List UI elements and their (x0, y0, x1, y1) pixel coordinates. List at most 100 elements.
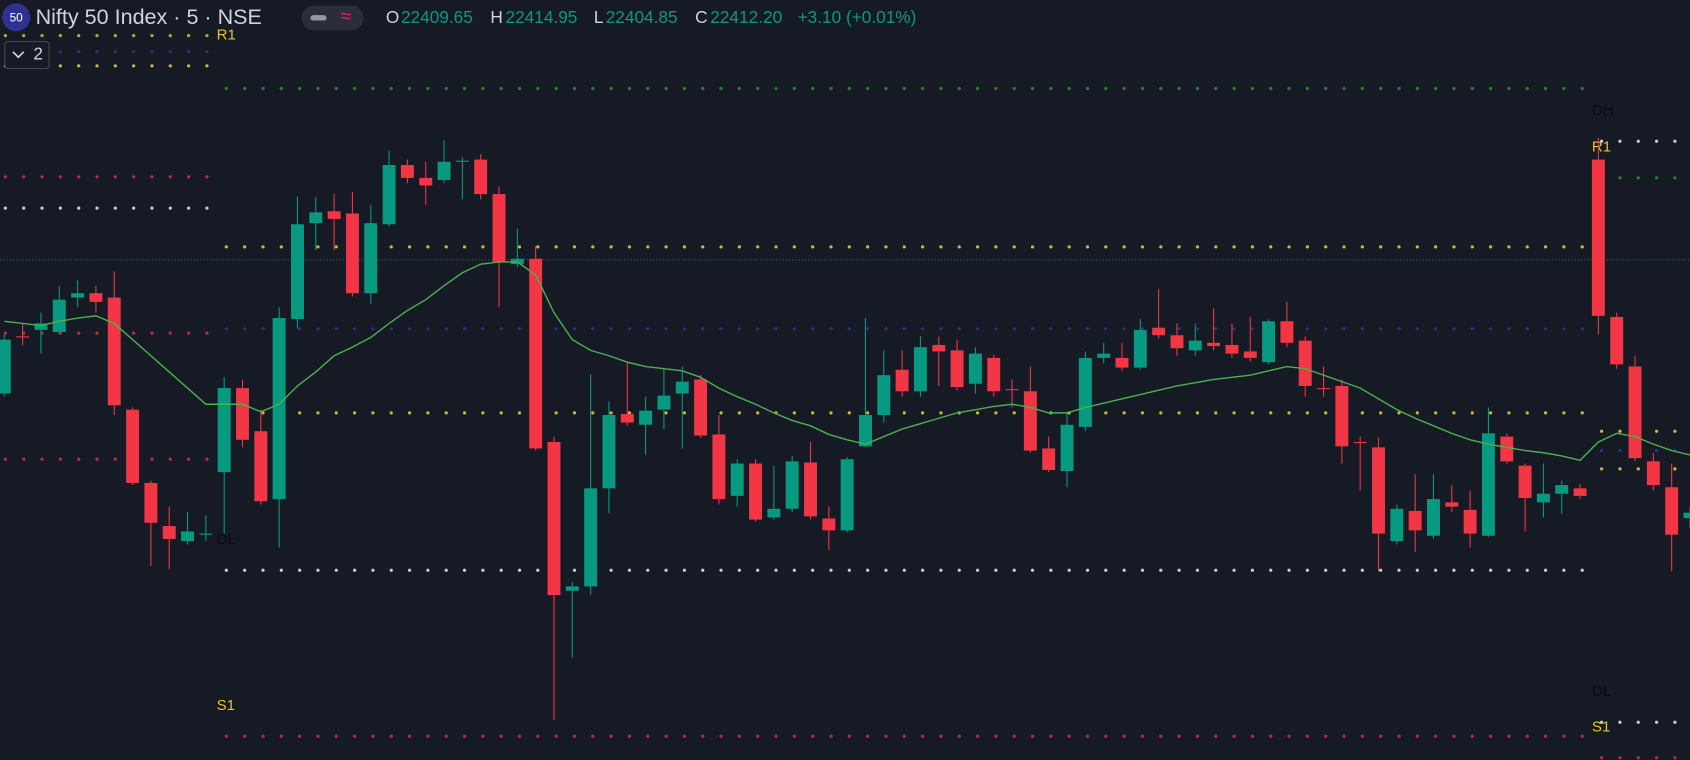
chevron-icon (12, 51, 25, 59)
candle-body (181, 531, 195, 542)
candle-body (1317, 388, 1331, 390)
candle-body (1481, 433, 1495, 536)
candle-body (1463, 509, 1477, 534)
candle-body (657, 395, 671, 410)
ohlc-letter: L (594, 7, 604, 27)
candle-body (877, 375, 891, 416)
candle-body (419, 177, 433, 186)
candle-body (1005, 389, 1019, 391)
candle-body (144, 482, 158, 523)
symbol-badge (2, 3, 31, 32)
candle-body (107, 297, 121, 406)
toggle-icon (310, 15, 327, 21)
candle-body (1665, 487, 1679, 535)
candle-body (474, 159, 488, 195)
candle-body (1555, 485, 1569, 494)
ohlc-value: 22409.65 (401, 7, 473, 27)
pivot-label: S1 (1592, 719, 1610, 736)
pivot-label: DL (1592, 683, 1611, 700)
candle-body (52, 299, 66, 333)
chart-title: Nifty 50 Index · 5 · NSE (36, 4, 262, 29)
candle-body (1408, 510, 1422, 531)
pane-count: 2 (33, 44, 43, 64)
ohlc-value: 22412.20 (710, 7, 782, 27)
plot-area: R1 DL S1 DH R1 DL S1 (0, 27, 1690, 760)
candle-body (1353, 441, 1367, 444)
candle-body (1372, 447, 1385, 534)
candle-body (254, 431, 268, 502)
candle-body (547, 441, 561, 596)
indicator-toggle[interactable] (301, 5, 364, 31)
candle-body (859, 415, 872, 447)
candle-body (437, 161, 451, 181)
candle-body (1097, 353, 1111, 358)
pivot-label: DL (217, 531, 236, 548)
candle-body (0, 339, 11, 394)
ohlc-letter: H (490, 7, 502, 27)
candle-body (364, 223, 378, 294)
candle-body (1262, 321, 1276, 363)
legend-header: 50 Nifty 50 Index · 5 · NSE ≈ O 22409.65… (2, 3, 916, 70)
candle-body (1170, 335, 1184, 349)
candle-body (785, 461, 799, 509)
candle-body (1536, 493, 1550, 503)
pivot-label: S1 (217, 697, 235, 714)
pivot-label: R1 (217, 27, 236, 44)
candle-body (16, 336, 30, 338)
candle-body (126, 409, 140, 483)
ohlc-letter: O (386, 7, 399, 27)
candle-body (987, 357, 1001, 392)
candle-body (1610, 316, 1624, 365)
candle-body (1133, 329, 1147, 368)
candle-body (913, 347, 927, 392)
candle-body (1060, 424, 1074, 472)
candle-body (1188, 340, 1202, 351)
candle-body (162, 526, 176, 539)
candle-body (1573, 488, 1587, 496)
candle-body (712, 434, 726, 500)
candle-body (1225, 344, 1239, 354)
ohlc-letter: C (695, 7, 707, 27)
candle-body (1500, 436, 1514, 462)
candle-body (89, 293, 103, 302)
candle-body (382, 164, 396, 225)
candle-body (932, 344, 946, 352)
candle-body (639, 410, 653, 425)
pivot-label: R1 (1592, 139, 1611, 156)
candle-body (492, 194, 506, 262)
candle-body (822, 518, 836, 531)
candle-body (1683, 512, 1690, 519)
candle-body (272, 318, 286, 500)
candle-body (1628, 366, 1642, 459)
candle-body (730, 463, 744, 496)
candle-body (968, 353, 982, 384)
symbol-badge-text: 50 (10, 11, 24, 25)
candle-body (345, 213, 359, 294)
candle-body (309, 212, 323, 224)
candle-body (327, 211, 341, 219)
candle-body (199, 533, 213, 535)
pivot-label: DH (1592, 102, 1614, 119)
candle-body (236, 388, 249, 440)
candle-body (1280, 321, 1294, 343)
candle-body (1243, 351, 1257, 358)
candle-body (400, 164, 414, 178)
candle-body (1115, 357, 1129, 368)
candle-body (767, 508, 781, 518)
candle-body (1427, 499, 1440, 536)
collapse-button[interactable] (4, 41, 50, 70)
candle-body (455, 160, 469, 162)
candle-body (1152, 327, 1166, 336)
candle-body (34, 323, 48, 330)
candle-body (529, 258, 543, 449)
candle-body (1298, 340, 1312, 386)
candle-body (675, 381, 689, 394)
candle-body (217, 388, 231, 473)
candle-body (291, 224, 304, 320)
candle-body (620, 413, 634, 423)
candle-body (950, 350, 964, 388)
candle-body (895, 369, 909, 392)
candle-body (584, 488, 598, 587)
